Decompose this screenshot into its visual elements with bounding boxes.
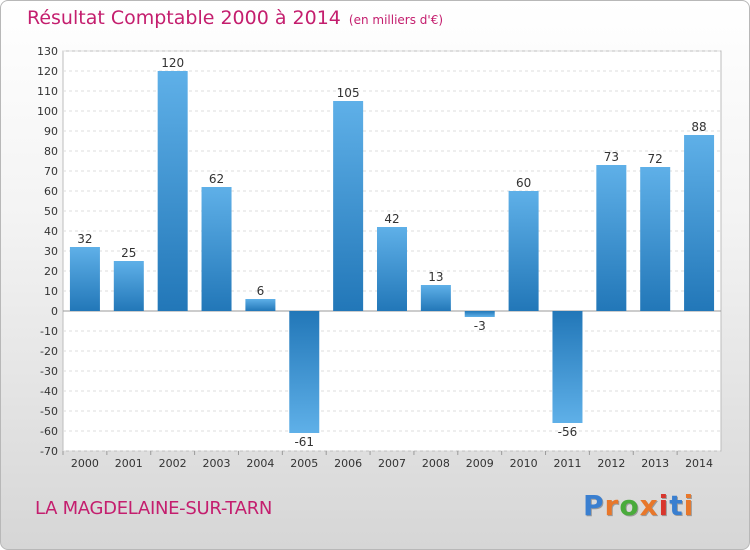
- y-tick-label: 0: [51, 305, 58, 318]
- bar-value-label: -3: [474, 319, 486, 333]
- x-tick-label: 2011: [553, 457, 581, 470]
- bar-2000: [69, 247, 100, 311]
- bar-2009: [464, 311, 495, 317]
- bars: [69, 71, 715, 433]
- bar-2013: [640, 167, 671, 311]
- y-tick-label: 10: [44, 285, 58, 298]
- bar-value-label: 88: [691, 120, 706, 134]
- bar-2006: [333, 101, 364, 311]
- x-tick-label: 2001: [115, 457, 143, 470]
- y-tick-label: 120: [37, 65, 58, 78]
- x-tick-label: 2003: [203, 457, 231, 470]
- bar-2011: [552, 311, 583, 423]
- y-tick-label: -40: [40, 385, 58, 398]
- bar-labels: 32 25 120 62 6 -61 105 42 13 -3 60 -56 73 72 88: [77, 56, 706, 449]
- bar-2003: [201, 187, 232, 311]
- x-tick-label: 2007: [378, 457, 406, 470]
- y-tick-label: 50: [44, 205, 58, 218]
- x-tick-label: 2002: [159, 457, 187, 470]
- bar-value-label: 13: [428, 270, 443, 284]
- y-tick-label: -60: [40, 425, 58, 438]
- y-tick-label: 40: [44, 225, 58, 238]
- y-axis-ticks: 1301201101009080706050403020100-10-20-30…: [37, 45, 58, 458]
- bar-value-label: 105: [337, 86, 360, 100]
- bar-2012: [596, 165, 627, 311]
- bar-value-label: 6: [257, 284, 265, 298]
- bar-value-label: -56: [558, 425, 578, 439]
- x-tick-label: 2005: [290, 457, 318, 470]
- bar-value-label: 32: [77, 232, 92, 246]
- y-tick-label: -70: [40, 445, 58, 458]
- y-tick-label: 110: [37, 85, 58, 98]
- y-tick-label: 90: [44, 125, 58, 138]
- bar-value-label: -61: [294, 435, 314, 449]
- x-tick-label: 2000: [71, 457, 99, 470]
- y-tick-label: 130: [37, 45, 58, 58]
- x-tick-label: 2010: [510, 457, 538, 470]
- y-tick-label: 30: [44, 245, 58, 258]
- x-tick-label: 2004: [246, 457, 274, 470]
- x-tick-label: 2012: [597, 457, 625, 470]
- logo-letter: P: [583, 489, 605, 522]
- logo-letter: i: [683, 489, 695, 522]
- y-tick-label: 20: [44, 265, 58, 278]
- bar-value-label: 25: [121, 246, 136, 260]
- y-tick-label: 60: [44, 185, 58, 198]
- bar-value-label: 120: [161, 56, 184, 70]
- title-row: Résultat Comptable 2000 à 2014 (en millie…: [27, 7, 443, 29]
- y-tick-label: 100: [37, 105, 58, 118]
- chart-title: Résultat Comptable 2000 à 2014: [27, 7, 341, 29]
- y-tick-label: -50: [40, 405, 58, 418]
- x-tick-label: 2013: [641, 457, 669, 470]
- commune-name: LA MAGDELAINE-SUR-TARN: [35, 498, 273, 519]
- x-tick-label: 2009: [466, 457, 494, 470]
- logo-letter: i: [658, 489, 670, 522]
- logo-letter: o: [619, 489, 640, 522]
- logo-letter: x: [639, 489, 659, 522]
- bar-2014: [684, 135, 715, 311]
- bar-2010: [508, 191, 539, 311]
- y-tick-label: -20: [40, 345, 58, 358]
- bar-2002: [157, 71, 188, 311]
- bar-value-label: 60: [516, 176, 531, 190]
- bar-2004: [245, 299, 276, 311]
- x-axis-ticks: 2000 2001 2002 2003 2004 2005 2006 2007 2008 2009…: [62, 451, 713, 470]
- logo-letter: r: [604, 489, 620, 522]
- proxiti-logo[interactable]: Proxiti: [583, 489, 694, 522]
- y-tick-label: 80: [44, 145, 58, 158]
- y-tick-label: -10: [40, 325, 58, 338]
- bar-value-label: 72: [648, 152, 663, 166]
- logo-letter: t: [669, 489, 684, 522]
- bar-2007: [377, 227, 407, 311]
- bar-2001: [113, 261, 144, 311]
- x-tick-label: 2014: [685, 457, 713, 470]
- y-tick-label: -30: [40, 365, 58, 378]
- chart-subtitle: (en milliers d'€): [348, 13, 444, 27]
- x-tick-label: 2008: [422, 457, 450, 470]
- bar-2008: [420, 285, 451, 311]
- bar-value-label: 73: [604, 150, 619, 164]
- bar-value-label: 42: [384, 212, 399, 226]
- x-tick-label: 2006: [334, 457, 362, 470]
- bar-2005: [289, 311, 320, 433]
- y-tick-label: 70: [44, 165, 58, 178]
- bar-value-label: 62: [209, 172, 224, 186]
